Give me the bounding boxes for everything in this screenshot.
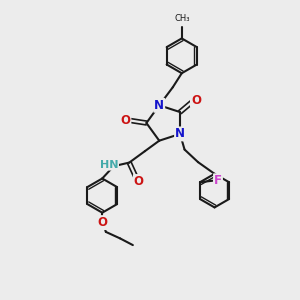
Text: O: O — [191, 94, 201, 106]
Text: HN: HN — [100, 160, 118, 170]
Text: F: F — [214, 174, 222, 187]
Text: O: O — [134, 175, 144, 188]
Text: O: O — [120, 114, 130, 127]
Text: N: N — [175, 128, 185, 140]
Text: O: O — [97, 216, 107, 229]
Text: N: N — [154, 99, 164, 112]
Text: CH₃: CH₃ — [174, 14, 190, 23]
